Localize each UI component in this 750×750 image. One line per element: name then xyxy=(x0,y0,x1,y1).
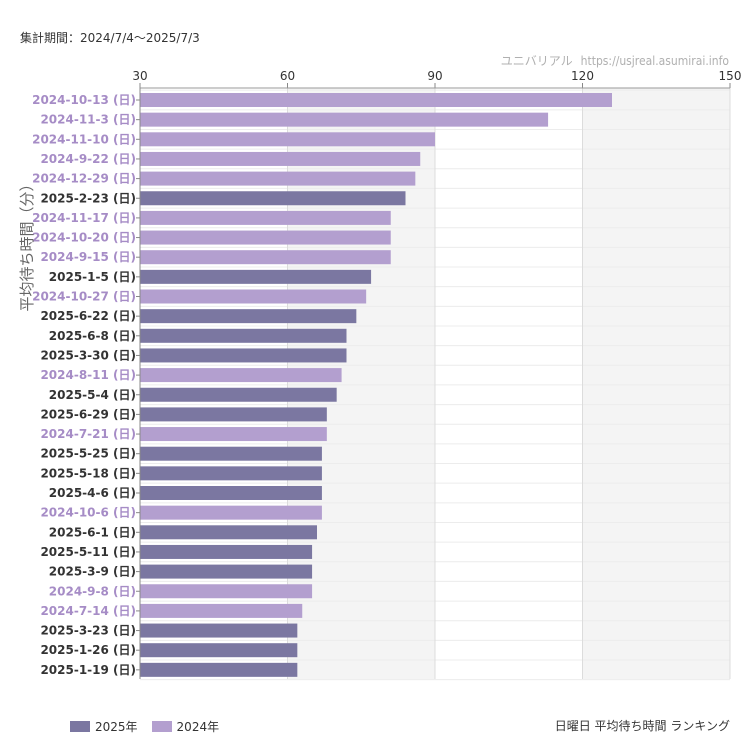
x-tick-label: 150 xyxy=(719,69,742,83)
x-tick-label: 30 xyxy=(132,69,147,83)
bar-2025 xyxy=(140,564,313,579)
legend-label-2025: 2025年 xyxy=(95,720,138,734)
category-label: 2024-11-3 (日) xyxy=(40,113,136,127)
bar-2024 xyxy=(140,289,367,304)
category-label: 2025-3-23 (日) xyxy=(40,624,136,638)
x-tick-label: 120 xyxy=(571,69,594,83)
bar-2024 xyxy=(140,584,313,599)
bar-2024 xyxy=(140,603,303,618)
source-credit[interactable]: ユニバリアル https://usjreal.asumirai.info xyxy=(501,52,729,69)
bar-2025 xyxy=(140,446,322,461)
category-label: 2024-11-17 (日) xyxy=(32,211,136,225)
category-label: 2024-9-15 (日) xyxy=(40,250,136,264)
category-label: 2024-10-13 (日) xyxy=(32,93,136,107)
legend-item-2025[interactable]: 2025年 xyxy=(70,718,138,735)
grid-band xyxy=(287,88,435,679)
category-label: 2025-6-1 (日) xyxy=(49,525,136,539)
category-label: 2025-3-9 (日) xyxy=(49,565,136,579)
legend-swatch-2025 xyxy=(70,721,90,732)
bar-2024 xyxy=(140,93,612,107)
category-label: 2025-6-29 (日) xyxy=(40,407,136,421)
category-label: 2025-5-11 (日) xyxy=(40,545,136,559)
category-label: 2025-3-30 (日) xyxy=(40,348,136,362)
bar-2025 xyxy=(140,486,322,500)
bar-2024 xyxy=(140,505,322,520)
bar-2025 xyxy=(140,662,298,677)
bar-2025 xyxy=(140,348,347,363)
x-tick-label: 90 xyxy=(427,69,442,83)
y-axis-title: 平均待ち時間（分） xyxy=(18,176,36,311)
category-label: 2024-7-21 (日) xyxy=(40,427,136,441)
bar-2025 xyxy=(140,191,406,206)
category-label: 2024-9-22 (日) xyxy=(40,152,136,166)
category-label: 2025-1-19 (日) xyxy=(40,663,136,677)
bar-2025 xyxy=(140,525,317,540)
category-label: 2025-6-8 (日) xyxy=(49,329,136,343)
source-name: ユニバリアル xyxy=(500,54,573,68)
legend-label-2024: 2024年 xyxy=(176,720,220,734)
bar-2024 xyxy=(140,427,327,442)
category-label: 2024-10-6 (日) xyxy=(40,506,136,520)
bar-2024 xyxy=(140,132,435,147)
bar-2024 xyxy=(140,151,421,166)
bar-2025 xyxy=(140,544,313,559)
bar-2025 xyxy=(140,387,337,402)
legend-swatch-2024 xyxy=(151,721,172,732)
bar-2024 xyxy=(140,171,416,186)
bar-2024 xyxy=(140,112,549,127)
bar-2025 xyxy=(140,643,298,658)
category-label: 2024-10-27 (日) xyxy=(32,290,136,304)
category-label: 2025-2-23 (日) xyxy=(40,191,136,205)
legend-item-2024[interactable]: 2024年 xyxy=(151,718,220,735)
chart-footer-title: 日曜日 平均待ち時間 ランキング xyxy=(554,719,730,733)
bar-2024 xyxy=(140,368,342,383)
bar-2024 xyxy=(140,250,391,265)
bar-2025 xyxy=(140,309,357,324)
period-label: 集計期間：2024/7/4〜2025/7/3 xyxy=(20,31,200,45)
category-label: 2025-4-6 (日) xyxy=(49,486,136,500)
category-label: 2025-5-4 (日) xyxy=(49,388,136,402)
category-label: 2024-9-8 (日) xyxy=(49,584,136,598)
category-label: 2024-12-29 (日) xyxy=(32,172,136,186)
bar-2025 xyxy=(140,466,322,481)
category-label: 2024-7-14 (日) xyxy=(40,604,136,618)
category-label: 2024-10-20 (日) xyxy=(32,231,136,245)
category-label: 2025-6-22 (日) xyxy=(40,309,136,323)
bar-2024 xyxy=(140,210,391,225)
category-label: 2024-11-10 (日) xyxy=(32,132,136,146)
bar-2025 xyxy=(140,407,327,422)
bar-2024 xyxy=(140,230,391,245)
category-label: 2025-5-18 (日) xyxy=(40,466,136,480)
bar-2025 xyxy=(140,328,347,343)
category-label: 2024-8-11 (日) xyxy=(40,368,136,382)
category-label: 2025-5-25 (日) xyxy=(40,447,136,461)
source-url[interactable]: https://usjreal.asumirai.info xyxy=(580,54,729,68)
grid-band xyxy=(582,88,730,679)
x-tick-label: 60 xyxy=(280,69,295,83)
category-label: 2025-1-26 (日) xyxy=(40,643,136,657)
chart-legend: 2025年 2024年 xyxy=(70,718,233,735)
category-label: 2025-1-5 (日) xyxy=(49,270,136,284)
bar-2025 xyxy=(140,623,298,638)
bar-2025 xyxy=(140,269,372,284)
